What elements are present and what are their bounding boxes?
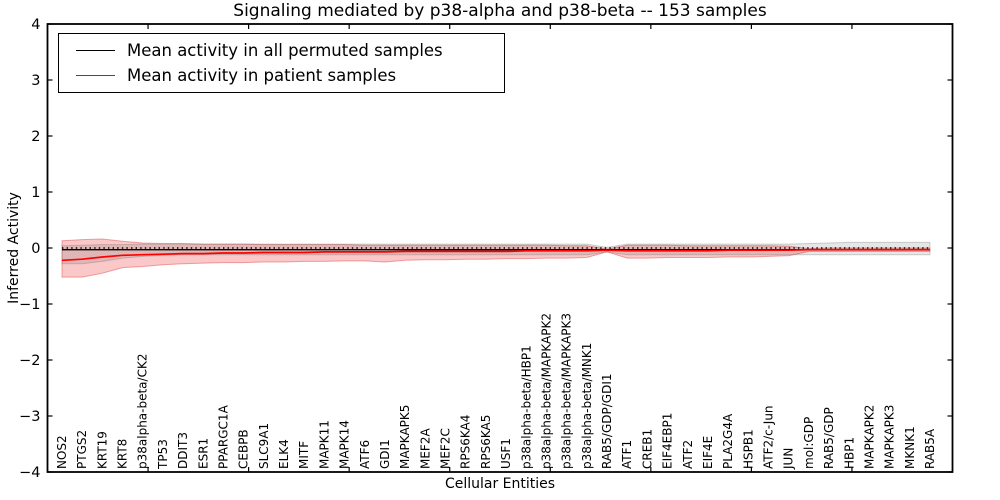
x-tick-label: EIF4EBP1 — [661, 413, 675, 469]
x-tick-label: MAPKAPK2 — [862, 405, 876, 469]
x-tick-label: MAPK11 — [317, 420, 331, 469]
legend-label-permuted: Mean activity in all permuted samples — [127, 41, 443, 60]
x-tick-label: MEF2A — [418, 428, 432, 469]
x-tick-label: ATF6 — [358, 440, 372, 469]
x-tick-label: MAPKAPK3 — [883, 405, 897, 469]
y-tick-label: −3 — [19, 409, 40, 425]
x-tick-label: MAPK14 — [338, 420, 352, 469]
x-tick-label: RAB5A — [923, 428, 937, 469]
legend-label-patient: Mean activity in patient samples — [127, 66, 397, 85]
legend-line-permuted-icon — [76, 50, 115, 51]
y-tick-label: −4 — [19, 465, 40, 481]
x-tick-label: ATF2 — [681, 440, 695, 469]
x-tick-label: ATF2/c-Jun — [762, 405, 776, 469]
x-tick-label: DDIT3 — [176, 432, 190, 469]
x-tick-label: TP53 — [156, 439, 170, 470]
y-tick-label: 3 — [31, 73, 40, 89]
x-tick-label: p38alpha-beta/HBP1 — [519, 345, 533, 469]
x-tick-label: p38alpha-beta/MNK1 — [580, 343, 594, 469]
legend-line-patient-icon — [76, 75, 115, 76]
x-tick-label: USF1 — [499, 438, 513, 469]
x-tick-label: EIF4E — [701, 436, 715, 469]
x-tick-label: KRT8 — [116, 439, 130, 469]
y-tick-label: −1 — [19, 297, 40, 313]
x-tick-label: p38alpha-beta/MAPKAPK3 — [560, 313, 574, 469]
x-tick-label: RAB5/GDP — [822, 407, 836, 469]
chart-title: Signaling mediated by p38-alpha and p38-… — [233, 1, 767, 21]
y-tick-label: 0 — [31, 241, 40, 257]
x-tick-label: MKNK1 — [903, 426, 917, 469]
x-tick-label: PTGS2 — [75, 430, 89, 469]
y-axis-label: Inferred Activity — [6, 192, 22, 304]
x-tick-label: HBP1 — [842, 437, 856, 469]
x-axis-ticks — [147, 24, 853, 472]
x-tick-label: RPS6KA4 — [459, 415, 473, 469]
x-tick-label: ELK4 — [277, 439, 291, 469]
x-tick-label: p38alpha-beta/CK2 — [136, 354, 150, 469]
legend-entry-patient: Mean activity in patient samples — [59, 63, 504, 88]
x-tick-label: p38alpha-beta/MAPKAPK2 — [540, 313, 554, 469]
y-tick-label: 2 — [31, 129, 40, 145]
x-tick-label: mol:GDP — [802, 417, 816, 469]
x-tick-label: GDI1 — [378, 439, 392, 469]
x-tick-label: RAB5/GDP/GDI1 — [600, 373, 614, 469]
y-tick-label: 4 — [31, 17, 40, 33]
x-tick-label: JUN — [782, 448, 796, 470]
x-tick-label: MEF2C — [439, 428, 453, 469]
x-tick-label: ATF1 — [620, 440, 634, 469]
legend-entry-permuted: Mean activity in all permuted samples — [59, 38, 504, 63]
x-tick-label: CEBPB — [237, 429, 251, 469]
y-axis-ticks: 4 3 2 1 0 −1 −2 −3 −4 — [19, 17, 953, 481]
x-tick-label: PLA2G4A — [721, 413, 735, 469]
patient-mean-line — [61, 248, 930, 262]
x-tick-label: SLC9A1 — [257, 423, 271, 469]
x-tick-label: MITF — [297, 441, 311, 469]
x-tick-labels: NOS2 PTGS2 KRT19 KRT8 p38alpha-beta/CK2 TP53 D… — [55, 313, 937, 470]
x-tick-label: RPS6KA5 — [479, 415, 493, 469]
y-tick-label: −2 — [19, 353, 40, 369]
x-tick-label: HSPB1 — [741, 429, 755, 469]
legend: Mean activity in all permuted samples Me… — [58, 33, 505, 93]
x-tick-label: CREB1 — [640, 429, 654, 469]
x-tick-label: KRT19 — [95, 431, 109, 469]
x-tick-label: ESR1 — [196, 438, 210, 469]
y-tick-label: 1 — [31, 185, 40, 201]
x-tick-label: NOS2 — [55, 435, 69, 469]
x-tick-label: MAPKAPK5 — [398, 405, 412, 469]
x-axis-label: Cellular Entities — [444, 476, 556, 492]
x-tick-label: PPARGC1A — [217, 404, 231, 469]
